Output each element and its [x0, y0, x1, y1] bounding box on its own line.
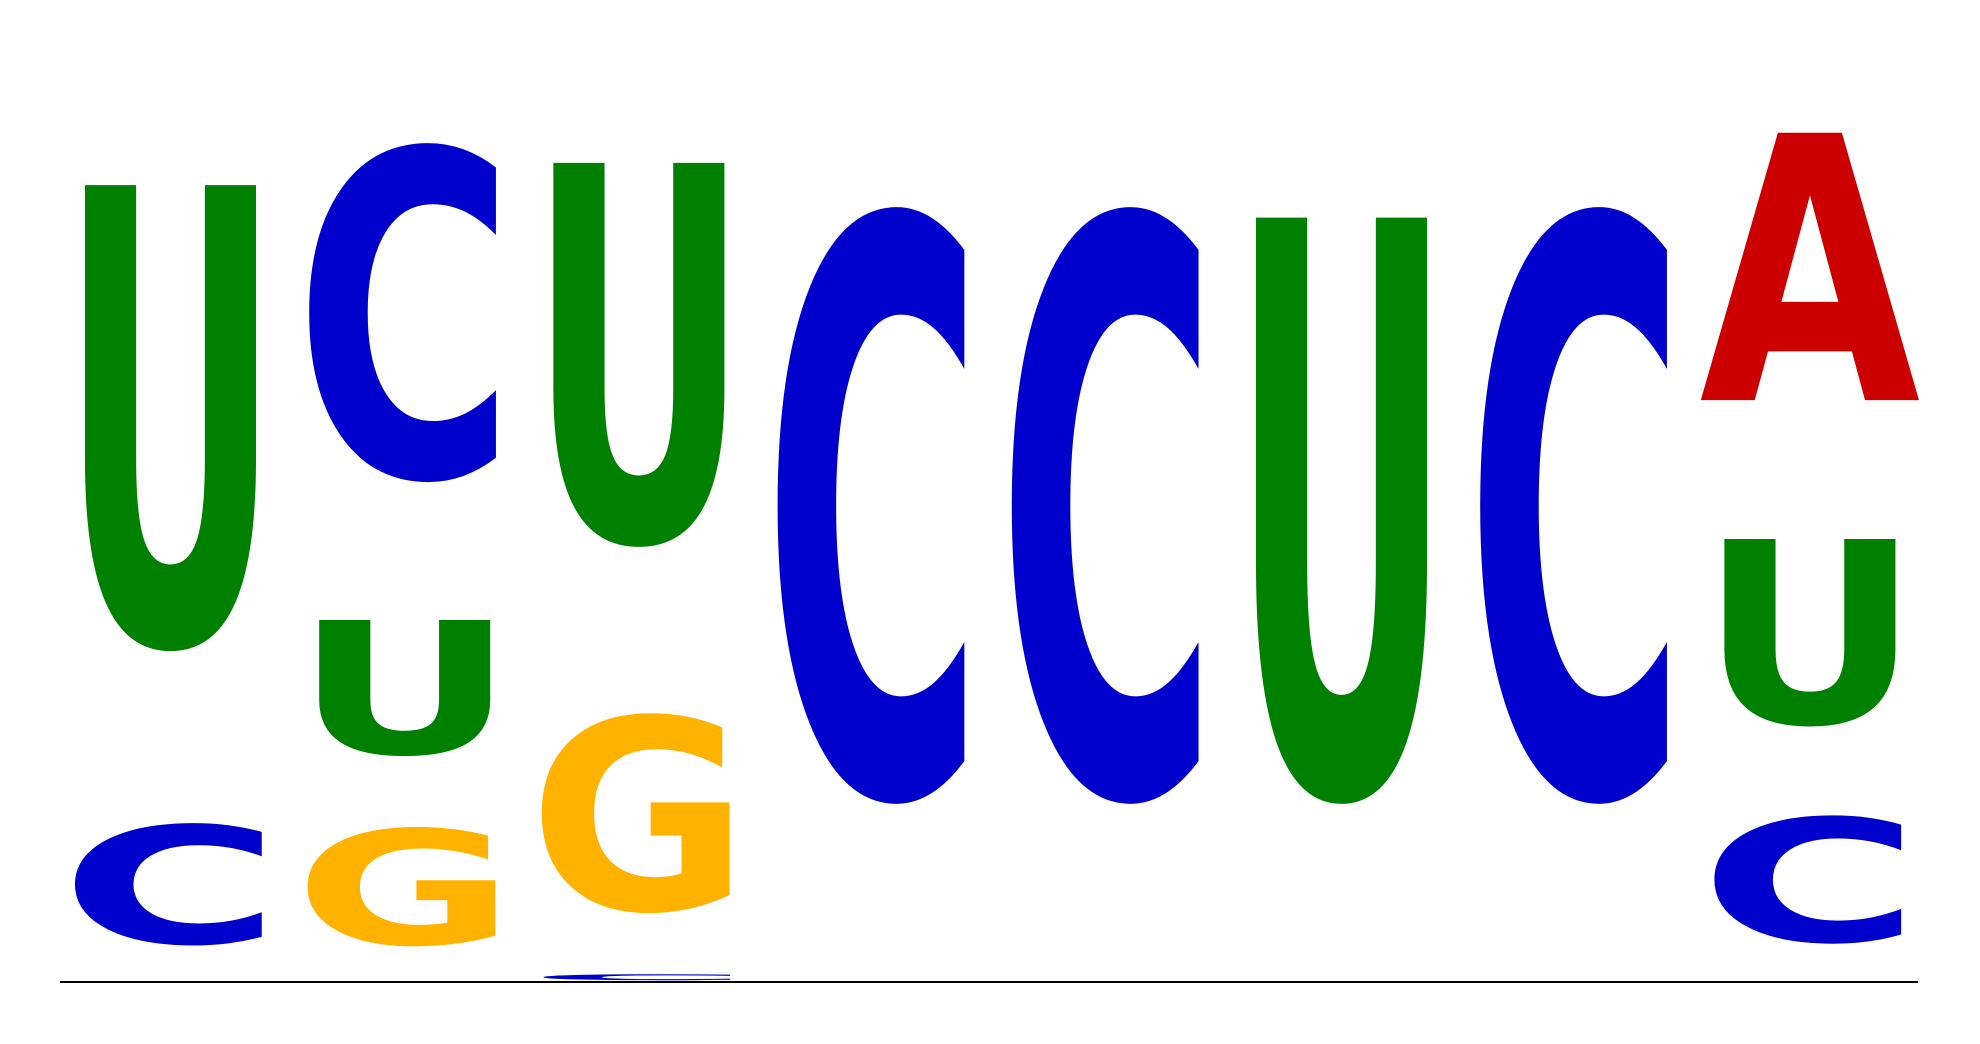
- letter-c-pos1: C: [60, 794, 281, 982]
- letter-a-pos8: A: [1699, 60, 1922, 487]
- letter-c-pos7: C: [1465, 61, 1686, 979]
- letter-c-pos5: C: [997, 61, 1218, 979]
- letter-u-pos8: U: [1699, 488, 1920, 782]
- letter-u-pos6: U: [1231, 61, 1452, 979]
- letter-g-pos3: G: [528, 664, 749, 972]
- letter-c-pos8: C: [1699, 784, 1920, 982]
- letter-u-pos3: U: [528, 62, 749, 663]
- letter-c-pos3: C: [528, 973, 749, 982]
- letter-u-pos2: U: [294, 584, 515, 797]
- letter-c-pos4: C: [763, 61, 984, 979]
- letter-c-pos2: C: [294, 61, 515, 582]
- letter-u-pos1: U: [60, 61, 281, 791]
- letter-g-pos2: G: [294, 798, 515, 982]
